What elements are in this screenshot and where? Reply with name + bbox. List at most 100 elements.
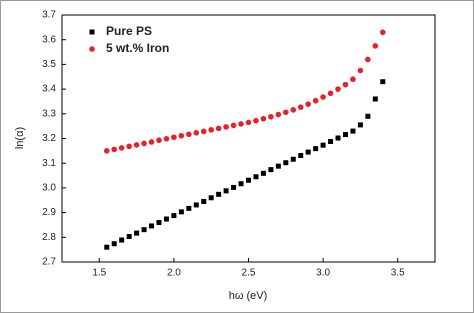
data-point [163, 135, 170, 142]
data-point [290, 107, 297, 113]
data-point [118, 145, 125, 151]
legend-label: Pure PS [106, 24, 152, 38]
y-tick-label: 3.6 [42, 34, 56, 45]
data-point [350, 76, 356, 83]
data-point [365, 113, 371, 119]
legend-marker [89, 29, 95, 35]
data-point [379, 29, 386, 36]
data-point [178, 209, 184, 215]
data-point [208, 127, 214, 133]
data-point [103, 148, 110, 154]
data-point [119, 237, 125, 243]
legend-label: 5 wt.% Iron [106, 41, 169, 55]
data-point [193, 130, 200, 136]
data-point [193, 202, 199, 208]
data-point [186, 131, 192, 138]
data-point [350, 128, 356, 134]
data-point [223, 124, 229, 130]
x-tick-label: 2.0 [167, 268, 181, 279]
data-point [342, 81, 349, 88]
y-tick-label: 3.7 [42, 10, 56, 21]
data-point [275, 111, 282, 118]
data-point [260, 170, 266, 176]
data-point [133, 142, 140, 148]
data-point [246, 177, 251, 183]
data-point [275, 163, 281, 169]
data-point [357, 67, 364, 74]
data-point [342, 132, 348, 138]
y-tick-label: 3.5 [42, 59, 56, 70]
data-point [163, 216, 169, 222]
data-point [268, 113, 274, 120]
data-point [372, 96, 378, 102]
x-tick-label: 3.0 [316, 268, 330, 279]
data-point [297, 104, 304, 110]
data-point [380, 79, 386, 85]
data-point [186, 205, 192, 211]
x-tick-label: 2.5 [242, 268, 256, 279]
data-point [298, 153, 304, 159]
data-point [320, 94, 326, 100]
data-point [357, 122, 363, 128]
data-point [216, 191, 222, 197]
data-point [171, 134, 177, 141]
data-point [290, 156, 296, 162]
data-point [126, 234, 132, 240]
data-point [134, 230, 140, 236]
data-point [178, 132, 185, 139]
data-point [215, 125, 222, 132]
data-point [104, 244, 110, 250]
data-point [313, 146, 319, 152]
data-point [305, 101, 311, 107]
y-tick-label: 3.1 [42, 158, 56, 169]
data-point [253, 117, 259, 124]
y-tick-label: 3.2 [42, 133, 56, 144]
y-tick-label: 2.9 [42, 207, 56, 218]
data-point [253, 174, 259, 180]
data-point [200, 128, 207, 135]
data-point [245, 119, 252, 126]
data-point [156, 137, 162, 144]
data-point [327, 90, 334, 97]
data-point [111, 241, 117, 247]
data-point [208, 195, 214, 201]
y-tick-label: 3.3 [42, 108, 56, 119]
data-point [141, 227, 147, 233]
data-point [312, 97, 319, 104]
x-axis-label: hω (eV) [229, 290, 268, 302]
data-point [283, 109, 289, 116]
data-point [223, 188, 229, 194]
legend-marker [89, 46, 95, 52]
data-point [328, 138, 334, 144]
legend: Pure PS 5 wt.% Iron [89, 24, 169, 55]
y-tick-label: 2.8 [42, 232, 56, 243]
data-point [372, 43, 379, 49]
data-point [320, 142, 326, 148]
data-point [335, 135, 341, 141]
y-tick-label: 3.0 [42, 183, 56, 194]
data-point [365, 56, 371, 63]
x-tick-label: 1.5 [92, 268, 106, 279]
data-point [149, 223, 155, 229]
y-tick-label: 3.4 [42, 84, 56, 95]
data-point [171, 213, 177, 219]
data-point [268, 167, 274, 173]
y-axis-label: ln(α) [14, 127, 26, 149]
data-point [238, 181, 244, 187]
data-point [238, 121, 244, 127]
data-point [231, 184, 237, 190]
data-point [141, 140, 147, 147]
data-point [201, 198, 207, 204]
data-point [126, 143, 132, 150]
data-point [260, 115, 267, 122]
data-point [283, 160, 289, 166]
data-point [230, 122, 237, 129]
y-tick-label: 2.7 [42, 257, 56, 268]
x-tick-label: 3.5 [391, 268, 405, 279]
data-point [305, 149, 311, 155]
data-point [148, 139, 155, 145]
data-point [111, 146, 118, 153]
data-point [335, 86, 341, 92]
